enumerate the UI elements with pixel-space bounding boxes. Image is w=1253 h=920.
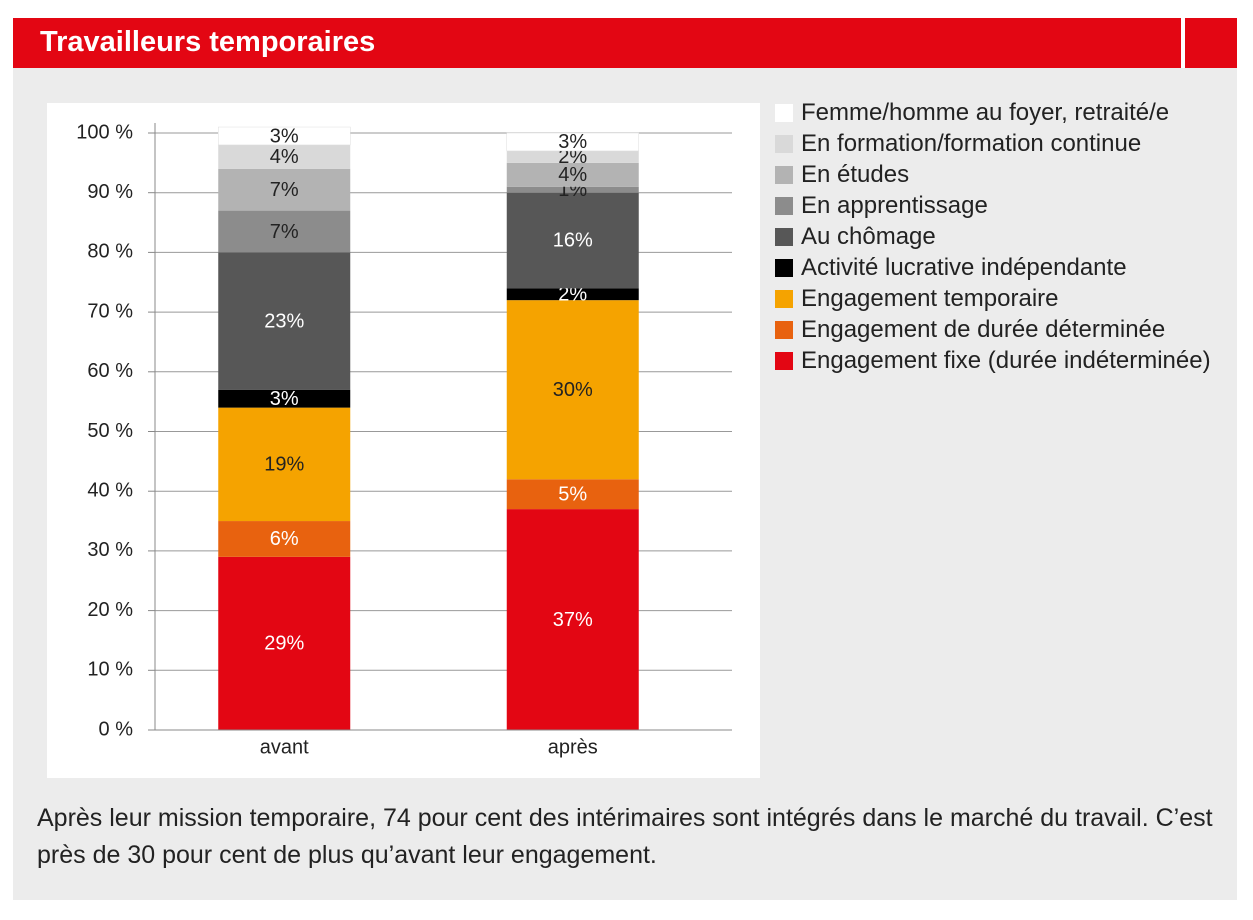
legend-label: Engagement fixe (durée indéterminée) bbox=[801, 347, 1211, 374]
value-label: 29% bbox=[264, 633, 304, 655]
legend: Femme/homme au foyer, retraité/e En forma… bbox=[775, 97, 1241, 376]
legend-swatch bbox=[775, 290, 793, 308]
y-tick-label: 40 % bbox=[87, 479, 133, 501]
legend-swatch bbox=[775, 228, 793, 246]
legend-label: En apprentissage bbox=[801, 192, 988, 219]
y-tick-label: 10 % bbox=[87, 659, 133, 681]
bar-segment bbox=[506, 186, 639, 193]
value-label: 4% bbox=[270, 146, 299, 168]
legend-label: Femme/homme au foyer, retraité/e bbox=[801, 99, 1170, 126]
y-tick-label: 0 % bbox=[99, 718, 134, 740]
caption: Après leur mission temporaire, 74 pour c… bbox=[37, 804, 1213, 869]
y-tick-label: 80 % bbox=[87, 241, 133, 263]
bar-segment bbox=[218, 389, 351, 408]
legend-swatch bbox=[775, 166, 793, 184]
bar-segment bbox=[506, 300, 639, 480]
bar-segment bbox=[218, 407, 351, 522]
legend-item: Engagement fixe (durée indéterminée) bbox=[775, 345, 1241, 376]
bar-segment bbox=[218, 210, 351, 253]
y-tick-label: 90 % bbox=[87, 181, 133, 203]
bar-segment bbox=[506, 192, 639, 289]
y-tick-label: 60 % bbox=[87, 360, 133, 382]
bar-segment bbox=[218, 252, 351, 390]
legend-item: Engagement temporaire bbox=[775, 283, 1241, 314]
y-tick-label: 50 % bbox=[87, 420, 133, 442]
y-tick-label: 20 % bbox=[87, 599, 133, 621]
value-label: 7% bbox=[270, 179, 299, 201]
x-tick-label: avant bbox=[260, 736, 309, 758]
bar-segment bbox=[506, 479, 639, 510]
legend-label: En études bbox=[801, 161, 910, 188]
bar-segment bbox=[218, 168, 351, 211]
bar-segment bbox=[218, 144, 351, 169]
value-label: 2% bbox=[558, 146, 587, 168]
legend-label: Au chômage bbox=[801, 223, 936, 250]
legend-label: Engagement temporaire bbox=[801, 285, 1059, 312]
legend-item: En études bbox=[775, 159, 1241, 190]
value-label: 16% bbox=[553, 230, 593, 252]
legend-swatch bbox=[775, 352, 793, 370]
legend-swatch bbox=[775, 197, 793, 215]
value-label: 6% bbox=[270, 528, 299, 550]
value-label: 3% bbox=[270, 388, 299, 410]
legend-swatch bbox=[775, 259, 793, 277]
bar-segment bbox=[218, 556, 351, 730]
bar-segment bbox=[218, 521, 351, 557]
legend-swatch bbox=[775, 321, 793, 339]
legend-item: Femme/homme au foyer, retraité/e bbox=[775, 97, 1241, 128]
value-label: 19% bbox=[264, 454, 304, 476]
value-label: 3% bbox=[558, 131, 587, 153]
legend-item: En apprentissage bbox=[775, 190, 1241, 221]
header-separator bbox=[1181, 18, 1185, 68]
legend-item: Engagement de durée déterminée bbox=[775, 314, 1241, 345]
legend-swatch bbox=[775, 104, 793, 122]
y-tick-label: 70 % bbox=[87, 300, 133, 322]
legend-label: Activité lucrative indépendante bbox=[801, 254, 1127, 281]
header-bar bbox=[13, 18, 1237, 68]
value-label: 37% bbox=[553, 609, 593, 631]
legend-label: En formation/formation continue bbox=[801, 130, 1142, 157]
value-label: 2% bbox=[558, 283, 587, 305]
legend-label: Engagement de durée déterminée bbox=[801, 316, 1166, 343]
bar-segment bbox=[506, 150, 639, 163]
bar-segment bbox=[218, 126, 351, 146]
bar-segment bbox=[506, 288, 639, 301]
value-label: 7% bbox=[270, 221, 299, 243]
value-label: 4% bbox=[558, 164, 587, 186]
y-tick-label: 30 % bbox=[87, 539, 133, 561]
legend-item: Activité lucrative indépendante bbox=[775, 252, 1241, 283]
plot-background bbox=[47, 103, 760, 778]
bar-segment bbox=[506, 509, 639, 730]
legend-swatch bbox=[775, 135, 793, 153]
value-label: 23% bbox=[264, 310, 304, 332]
value-label: 5% bbox=[558, 483, 587, 505]
legend-item: Au chômage bbox=[775, 221, 1241, 252]
title: Travailleurs temporaires bbox=[40, 26, 376, 58]
value-label: 30% bbox=[553, 379, 593, 401]
y-tick-label: 100 % bbox=[76, 121, 133, 143]
x-tick-label: après bbox=[548, 736, 598, 758]
bar-segment bbox=[506, 132, 639, 152]
legend-item: En formation/formation continue bbox=[775, 128, 1241, 159]
bar-segment bbox=[506, 162, 639, 187]
value-label: 3% bbox=[270, 125, 299, 147]
